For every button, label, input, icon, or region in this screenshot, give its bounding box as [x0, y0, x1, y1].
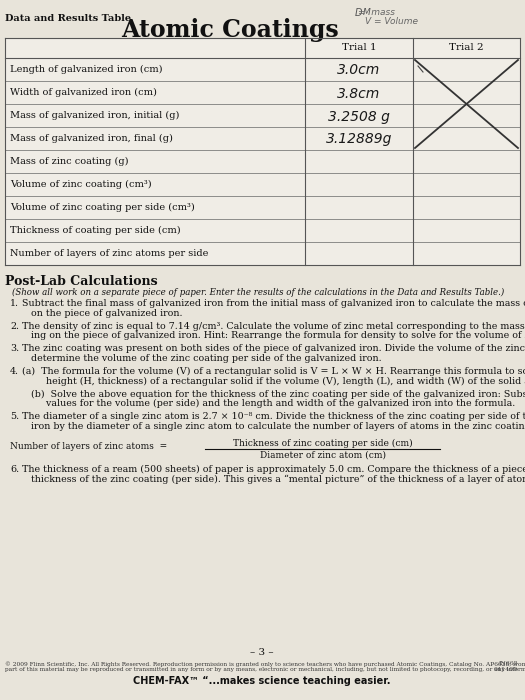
Text: Mass of galvanized iron, final (g): Mass of galvanized iron, final (g): [10, 134, 173, 143]
Text: Mass of galvanized iron, initial (g): Mass of galvanized iron, initial (g): [10, 111, 180, 120]
Text: Post-Lab Calculations: Post-Lab Calculations: [5, 275, 158, 288]
Text: – 3 –: – 3 –: [250, 648, 274, 657]
Text: Diameter of zinc atom (cm): Diameter of zinc atom (cm): [259, 451, 385, 460]
Text: Number of layers of zinc atoms per side: Number of layers of zinc atoms per side: [10, 249, 208, 258]
Bar: [5, 38, 520, 265]
Text: © 2009 Flinn Scientific, Inc. All Rights Reserved. Reproduction permission is gr: © 2009 Flinn Scientific, Inc. All Rights…: [5, 661, 525, 666]
Text: part of this material may be reproduced or transmitted in any form or by any mea: part of this material may be reproduced …: [5, 667, 525, 672]
Text: =  mass: = mass: [358, 8, 395, 17]
Text: 3.: 3.: [10, 344, 19, 354]
Text: CHEM-FAX™ “...makes science teaching easier.: CHEM-FAX™ “...makes science teaching eas…: [133, 676, 391, 686]
Text: 1.: 1.: [10, 299, 19, 308]
Text: determine the volume of the zinc coating per side of the galvanized iron.: determine the volume of the zinc coating…: [22, 354, 382, 363]
Text: 3.2508 g: 3.2508 g: [328, 109, 390, 123]
Text: Trial 2: Trial 2: [449, 43, 484, 52]
Text: 5.: 5.: [10, 412, 19, 421]
Text: (b)  Solve the above equation for the thickness of the zinc coating per side of : (b) Solve the above equation for the thi…: [22, 389, 525, 398]
Text: 6.: 6.: [10, 465, 19, 474]
Text: Mass of zinc coating (g): Mass of zinc coating (g): [10, 157, 129, 166]
Text: Width of galvanized iron (cm): Width of galvanized iron (cm): [10, 88, 157, 97]
Text: 3.0cm: 3.0cm: [338, 64, 381, 78]
Text: The zinc coating was present on both sides of the piece of galvanized iron. Divi: The zinc coating was present on both sid…: [22, 344, 525, 354]
Text: Subtract the final mass of galvanized iron from the initial mass of galvanized i: Subtract the final mass of galvanized ir…: [22, 299, 525, 308]
Text: values for the volume (per side) and the length and width of the galvanized iron: values for the volume (per side) and the…: [22, 399, 515, 408]
Text: Thickness of coating per side (cm): Thickness of coating per side (cm): [10, 226, 181, 235]
Text: Volume of zinc coating (cm³): Volume of zinc coating (cm³): [10, 180, 152, 189]
Text: iron by the diameter of a single zinc atom to calculate the number of layers of : iron by the diameter of a single zinc at…: [22, 422, 525, 430]
Text: The thickness of a ream (500 sheets) of paper is approximately 5.0 cm. Compare t: The thickness of a ream (500 sheets) of …: [22, 465, 525, 474]
Text: on the piece of galvanized iron.: on the piece of galvanized iron.: [22, 309, 183, 318]
Text: Data and Results Table: Data and Results Table: [5, 14, 131, 23]
Text: Atomic Coatings: Atomic Coatings: [121, 18, 339, 42]
Text: 2.: 2.: [10, 321, 19, 330]
Text: (a)  The formula for the volume (V) of a rectangular solid is V = L × W × H. Rea: (a) The formula for the volume (V) of a …: [22, 367, 525, 376]
Text: 4.: 4.: [10, 367, 19, 376]
Text: The density of zinc is equal to 7.14 g/cm³. Calculate the volume of zinc metal c: The density of zinc is equal to 7.14 g/c…: [22, 321, 525, 330]
Text: (Show all work on a separate piece of paper. Enter the results of the calculatio: (Show all work on a separate piece of pa…: [12, 288, 504, 297]
Text: M: M: [363, 8, 371, 17]
Text: V = Volume: V = Volume: [365, 17, 418, 26]
Text: Number of layers of zinc atoms  =: Number of layers of zinc atoms =: [10, 442, 167, 451]
Text: Volume of zinc coating per side (cm³): Volume of zinc coating per side (cm³): [10, 203, 195, 212]
Text: height (H, thickness) of a rectangular solid if the volume (V), length (L), and : height (H, thickness) of a rectangular s…: [22, 377, 525, 386]
Text: IN662
041409: IN662 041409: [494, 661, 518, 672]
Text: 3.8cm: 3.8cm: [338, 87, 381, 101]
Text: The diameter of a single zinc atom is 2.7 × 10⁻⁸ cm. Divide the thickness of the: The diameter of a single zinc atom is 2.…: [22, 412, 525, 421]
Text: thickness of the zinc coating (per side). This gives a “mental picture” of the t: thickness of the zinc coating (per side)…: [22, 475, 525, 484]
Text: D: D: [355, 8, 362, 18]
Text: Trial 1: Trial 1: [342, 43, 376, 52]
Text: Thickness of zinc coating per side (cm): Thickness of zinc coating per side (cm): [233, 439, 412, 448]
Text: ing on the piece of galvanized iron. Hint: Rearrange the formula for density to : ing on the piece of galvanized iron. Hin…: [22, 331, 525, 340]
Text: Length of galvanized iron (cm): Length of galvanized iron (cm): [10, 65, 163, 74]
Text: 3.12889g: 3.12889g: [326, 132, 392, 146]
